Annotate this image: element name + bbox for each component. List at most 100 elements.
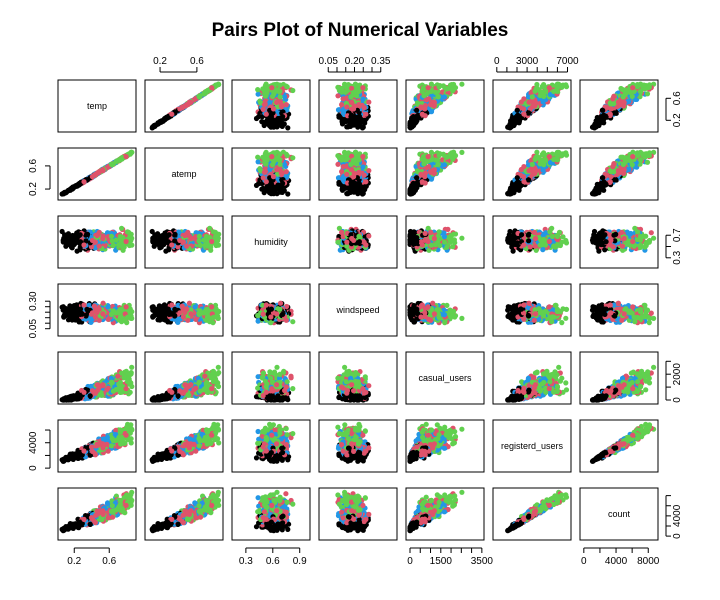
data-point	[621, 99, 627, 105]
data-point	[534, 149, 540, 155]
data-point	[335, 84, 341, 90]
data-point	[620, 94, 626, 100]
diag-label-temp: temp	[87, 101, 107, 111]
data-point	[428, 149, 434, 155]
panel-atemp-vs-atemp: atemp	[144, 147, 224, 201]
panel-temp-vs-atemp	[144, 79, 224, 133]
data-point	[169, 111, 175, 117]
data-point	[360, 96, 366, 102]
data-point	[520, 174, 527, 180]
data-point	[529, 94, 535, 100]
data-point	[188, 99, 194, 105]
data-point	[100, 167, 106, 173]
data-point	[407, 191, 414, 197]
data-point	[255, 154, 261, 160]
data-point	[278, 170, 284, 176]
data-point	[269, 154, 275, 160]
data-point	[270, 174, 277, 180]
data-point	[436, 84, 442, 90]
data-point	[253, 115, 260, 122]
data-point	[644, 91, 651, 97]
data-point	[351, 89, 357, 95]
data-point	[280, 114, 286, 120]
data-point	[339, 102, 345, 108]
data-point	[277, 82, 283, 88]
data-point	[361, 105, 367, 111]
data-point	[414, 181, 420, 187]
data-point	[280, 180, 286, 186]
data-point	[260, 106, 266, 112]
data-point	[630, 85, 636, 91]
panel-grid: tempatemphumiditywindspeedcasual_usersre…	[28, 56, 683, 567]
data-point	[59, 191, 65, 197]
data-point	[514, 175, 520, 181]
data-point	[284, 152, 290, 159]
data-point	[447, 151, 454, 157]
data-point	[363, 111, 369, 117]
data-point	[366, 168, 372, 174]
data-point	[608, 106, 614, 112]
data-point	[261, 169, 267, 175]
panel-atemp-vs-temp	[57, 147, 137, 201]
panel-temp-vs-count	[579, 79, 659, 133]
data-point	[419, 156, 425, 162]
data-point	[351, 106, 357, 112]
data-point	[274, 167, 280, 173]
data-point	[269, 85, 275, 91]
data-point	[356, 181, 362, 187]
data-point	[426, 164, 432, 170]
data-point	[541, 82, 547, 88]
data-point	[554, 149, 561, 155]
data-point	[541, 150, 547, 156]
data-point	[360, 154, 366, 160]
data-point	[554, 157, 561, 163]
data-point	[108, 161, 115, 167]
data-point	[264, 157, 270, 163]
data-point	[459, 149, 465, 155]
data-point	[278, 103, 284, 109]
data-point	[532, 99, 539, 105]
data-point	[366, 99, 372, 105]
data-point	[540, 167, 546, 173]
panel-atemp-vs-count	[579, 147, 659, 201]
data-point	[431, 167, 437, 173]
data-point	[410, 185, 416, 191]
data-point	[335, 153, 341, 159]
data-point	[419, 88, 425, 94]
data-point	[263, 179, 269, 185]
data-point	[290, 87, 296, 94]
data-point	[521, 111, 527, 117]
data-point	[277, 94, 283, 100]
data-point	[521, 164, 527, 170]
data-point	[410, 118, 416, 125]
data-point	[600, 107, 606, 113]
data-point	[123, 154, 129, 160]
data-point	[525, 110, 532, 116]
data-point	[362, 117, 368, 123]
data-point	[532, 167, 539, 173]
data-point	[261, 102, 267, 108]
data-point	[554, 88, 561, 94]
data-point	[536, 155, 542, 161]
data-point	[268, 124, 274, 130]
data-point	[607, 111, 613, 117]
data-point	[435, 94, 441, 100]
data-point	[546, 85, 552, 91]
data-point	[414, 175, 420, 181]
data-point	[459, 81, 465, 87]
data-point	[344, 156, 350, 162]
data-point	[356, 113, 362, 119]
data-point	[209, 85, 215, 91]
data-point	[349, 99, 355, 105]
data-point	[356, 169, 362, 175]
data-point	[277, 161, 283, 167]
data-point	[284, 84, 290, 90]
data-point	[536, 87, 542, 93]
data-point	[335, 93, 341, 99]
data-point	[444, 86, 450, 92]
diag-label-atemp: atemp	[171, 169, 196, 179]
data-point	[278, 118, 284, 124]
data-point	[196, 94, 202, 100]
data-point	[407, 125, 414, 131]
